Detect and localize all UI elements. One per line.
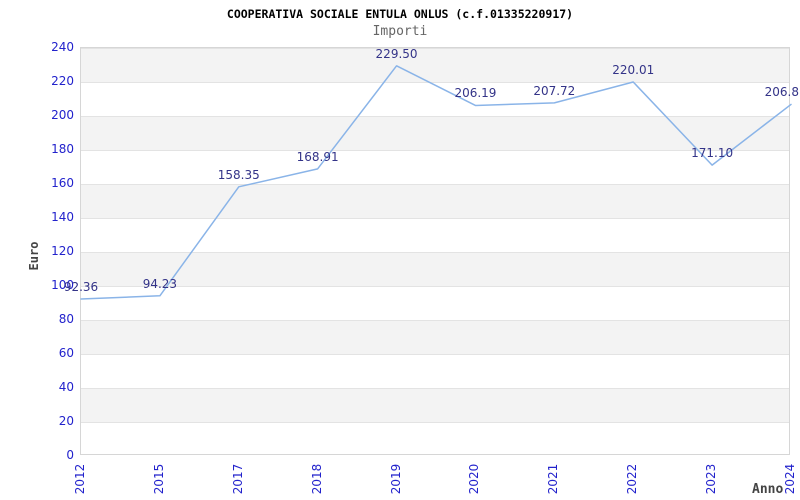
x-tick-label: 2012 <box>73 463 87 495</box>
point-label: 206.19 <box>454 86 497 101</box>
point-label: 158.35 <box>217 167 260 182</box>
y-tick-label: 20 <box>58 414 74 428</box>
x-tick-label: 2024 <box>783 463 797 495</box>
y-tick-label: 100 <box>51 278 74 292</box>
x-tick-label: 2017 <box>230 463 245 495</box>
point-label: 220.01 <box>612 62 655 77</box>
x-tick-label: 2020 <box>467 463 482 495</box>
y-tick-label: 180 <box>51 142 74 156</box>
x-tick-label: 2022 <box>625 463 640 495</box>
plot-area: 92.36 94.23 158.35 168.91 229.50 206.19 207.72… <box>64 46 799 455</box>
y-tick-label: 60 <box>58 346 74 360</box>
point-label: 92.36 <box>63 280 99 294</box>
x-axis-title: Anno <box>752 482 784 497</box>
point-label: 206.8 <box>764 85 799 100</box>
x-tick-label: 2021 <box>546 463 561 495</box>
point-label: 207.72 <box>533 83 576 98</box>
line-series-path <box>80 65 792 300</box>
y-tick-label: 160 <box>51 176 74 190</box>
point-label: 168.91 <box>296 149 339 164</box>
y-tick-label: 240 <box>51 40 74 54</box>
y-tick-label: 40 <box>58 380 74 394</box>
y-tick-label: 140 <box>51 210 74 224</box>
y-tick-label: 80 <box>58 312 74 326</box>
line-series <box>80 65 792 300</box>
y-tick-label: 200 <box>51 108 74 122</box>
x-tick-label: 2019 <box>388 463 403 495</box>
chart-title: COOPERATIVA SOCIALE ENTULA ONLUS (c.f.01… <box>226 7 574 21</box>
point-label: 171.10 <box>691 146 734 161</box>
chart-subtitle: Importi <box>372 24 428 39</box>
x-tick-label: 2023 <box>704 463 719 495</box>
x-tick-label: 2018 <box>309 463 324 495</box>
y-tick-label: 220 <box>51 74 74 88</box>
point-label: 229.50 <box>375 46 418 61</box>
y-tick-label: 120 <box>51 244 74 258</box>
y-tick-label: 0 <box>66 448 74 462</box>
x-tick-label: 2015 <box>151 463 166 495</box>
point-label: 94.23 <box>142 276 178 291</box>
